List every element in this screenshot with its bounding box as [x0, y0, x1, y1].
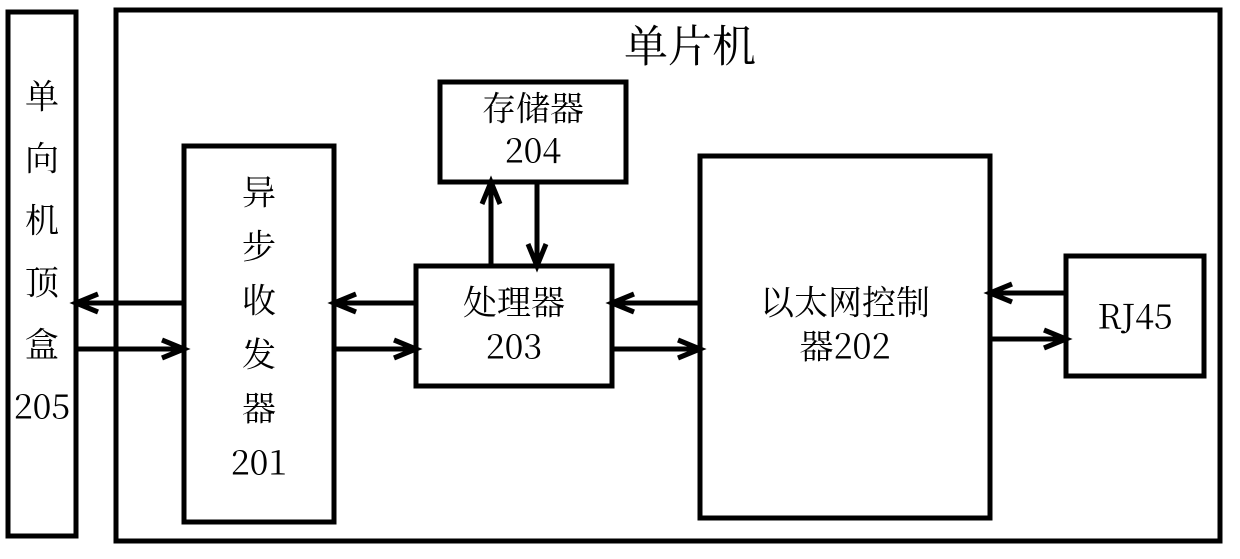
block-uart-label-4: 器: [242, 382, 276, 431]
block-eth-label-1: 器202: [800, 320, 891, 369]
block-uart-label-0: 异: [242, 166, 276, 215]
block-stb-label-2: 机: [25, 194, 59, 243]
block-stb-label-4: 盒: [25, 318, 59, 367]
block-stb-label-5: 205: [14, 380, 70, 429]
block-uart-label-1: 步: [242, 220, 276, 269]
block-rj45-label-0: RJ45: [1097, 290, 1172, 339]
block-cpu-label-1: 203: [486, 320, 542, 369]
block-uart-label-2: 收: [242, 274, 276, 323]
block-stb-label-0: 单: [25, 70, 59, 119]
block-cpu-label-0: 处理器: [463, 276, 565, 325]
diagram-root: 单片机单向机顶盒205异步收发器201存储器204处理器203以太网控制器202…: [0, 0, 1240, 559]
block-stb-label-3: 顶: [25, 256, 60, 305]
mcu-title: 单片机: [624, 10, 756, 74]
block-stb-label-1: 向: [25, 132, 59, 181]
block-uart-label-3: 发: [242, 328, 276, 377]
block-eth-label-0: 以太网控制: [760, 276, 930, 325]
block-memory-label-1: 204: [505, 124, 561, 173]
block-uart-label-5: 201: [231, 436, 287, 485]
